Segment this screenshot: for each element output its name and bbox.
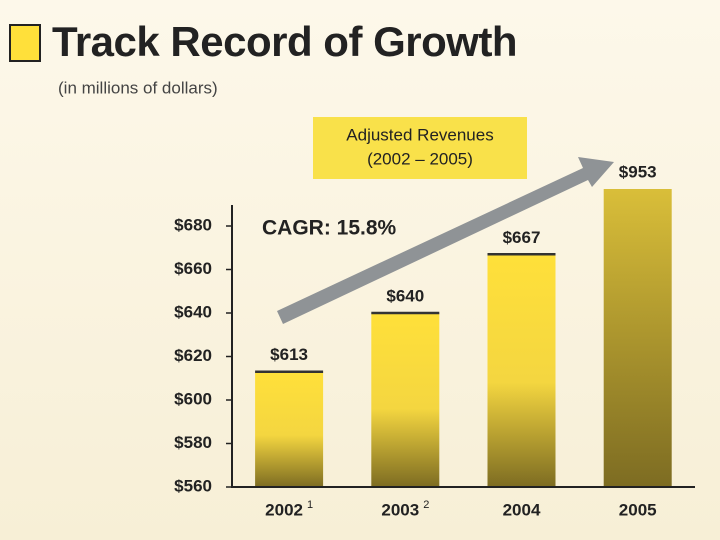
y-tick-label: $680 xyxy=(174,215,212,234)
x-tick-label: 2003 xyxy=(381,500,419,519)
annotation-box xyxy=(313,117,527,179)
category-footnote: 1 xyxy=(307,499,313,511)
bar xyxy=(255,371,324,487)
growth-arrow xyxy=(277,157,614,324)
value-label: $613 xyxy=(270,345,308,364)
y-tick-label: $660 xyxy=(174,259,212,278)
chart-title: Track Record of Growth xyxy=(52,18,517,65)
value-label: $640 xyxy=(386,286,424,305)
bar xyxy=(487,254,556,487)
annotation-box-line: (2002 – 2005) xyxy=(367,149,473,168)
cagr-annotation: CAGR: 15.8% xyxy=(262,217,397,240)
bar xyxy=(371,313,440,487)
value-label: $667 xyxy=(503,228,541,247)
category-footnote: 2 xyxy=(423,499,429,511)
chart-subtitle: (in millions of dollars) xyxy=(58,78,218,97)
x-tick-label: 2004 xyxy=(503,500,541,519)
y-tick-label: $640 xyxy=(174,302,212,321)
y-tick-label: $560 xyxy=(174,476,212,495)
y-tick-label: $580 xyxy=(174,433,212,452)
x-tick-label: 2005 xyxy=(619,500,657,519)
y-tick-label: $620 xyxy=(174,346,212,365)
bars xyxy=(255,189,672,488)
value-label: $953 xyxy=(619,162,657,181)
annotation-box-line: Adjusted Revenues xyxy=(346,125,493,144)
y-tick-label: $600 xyxy=(174,389,212,408)
x-tick-label: 2002 xyxy=(265,500,303,519)
title-square xyxy=(9,24,41,62)
bar xyxy=(603,189,672,488)
